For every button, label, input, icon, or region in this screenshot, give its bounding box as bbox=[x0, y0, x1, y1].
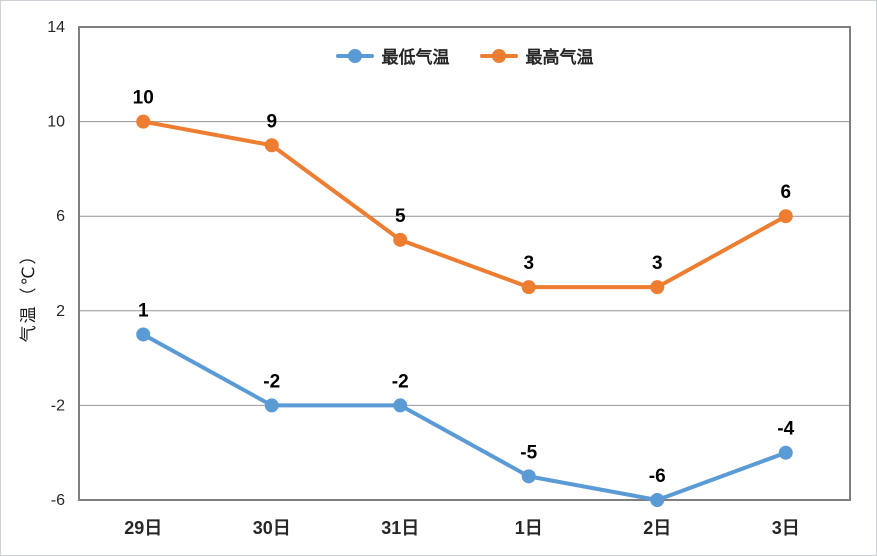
data-point-marker bbox=[778, 445, 793, 460]
data-point-marker bbox=[521, 280, 536, 295]
data-label: 3 bbox=[523, 253, 534, 274]
legend-label-max-temp: 最高气温 bbox=[525, 48, 594, 67]
x-tick-label: 2日 bbox=[643, 518, 671, 538]
y-tick-label: 6 bbox=[56, 208, 65, 225]
x-tick-label: 1日 bbox=[515, 518, 543, 538]
data-label: 6 bbox=[780, 182, 791, 203]
data-point-marker bbox=[778, 209, 793, 224]
data-point-marker bbox=[264, 138, 279, 153]
x-tick-label: 29日 bbox=[124, 518, 162, 538]
legend-item-min-temp: 最低气温 bbox=[335, 43, 450, 68]
data-label: 1 bbox=[138, 300, 149, 321]
data-label: -5 bbox=[520, 442, 537, 463]
data-label: -6 bbox=[649, 466, 666, 487]
data-point-marker bbox=[136, 327, 151, 342]
data-label: 10 bbox=[133, 88, 154, 109]
x-tick-label: 30日 bbox=[253, 518, 291, 538]
data-point-marker bbox=[650, 280, 665, 295]
data-point-marker bbox=[650, 493, 665, 507]
series-line bbox=[141, 332, 788, 502]
y-tick-label: 2 bbox=[56, 303, 65, 320]
legend-label-min-temp: 最低气温 bbox=[381, 48, 450, 67]
data-label: 9 bbox=[266, 111, 277, 132]
legend-line-dot-icon bbox=[479, 48, 518, 63]
data-label: -4 bbox=[777, 419, 794, 440]
data-point-marker bbox=[521, 469, 536, 484]
x-tick-label: 31日 bbox=[381, 518, 419, 538]
data-label: 5 bbox=[395, 206, 406, 227]
data-label: 3 bbox=[652, 253, 663, 274]
legend-line-dot-icon bbox=[335, 48, 374, 63]
plot-area-border bbox=[78, 26, 851, 501]
x-tick-label: 3日 bbox=[772, 518, 800, 538]
data-point-marker bbox=[136, 114, 151, 129]
y-axis-title: 气温（℃） bbox=[19, 245, 38, 343]
y-tick-label: 14 bbox=[47, 19, 65, 36]
data-point-marker bbox=[393, 398, 408, 413]
legend-item-max-temp: 最高气温 bbox=[479, 43, 594, 68]
chart-legend: 最低气温 最高气温 bbox=[79, 43, 850, 68]
data-label: -2 bbox=[392, 371, 409, 392]
data-label: -2 bbox=[263, 371, 280, 392]
data-point-marker bbox=[264, 398, 279, 413]
series-line bbox=[141, 119, 788, 290]
data-point-marker bbox=[393, 232, 408, 247]
y-tick-label: 10 bbox=[47, 114, 65, 131]
y-tick-label: -2 bbox=[51, 397, 65, 414]
y-tick-label: -6 bbox=[51, 492, 65, 509]
